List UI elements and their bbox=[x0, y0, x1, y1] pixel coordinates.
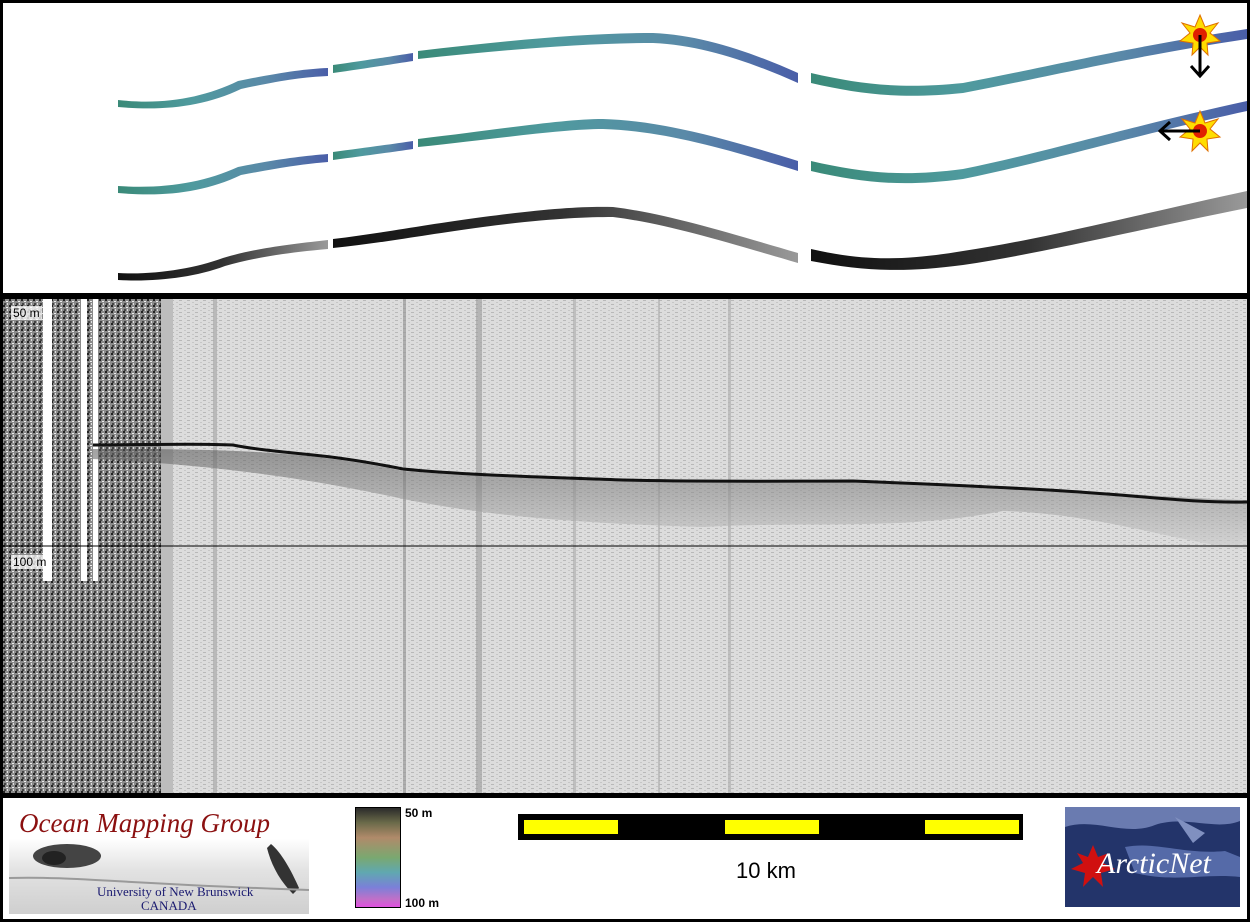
swath-panel bbox=[3, 3, 1247, 293]
arcticnet-logo: ArcticNet bbox=[1065, 807, 1240, 907]
footer: Ocean Mapping Group University of New Br… bbox=[3, 798, 1247, 919]
arcticnet-map bbox=[1065, 807, 1240, 887]
arrow-left-icon bbox=[1157, 120, 1200, 142]
scale-segment bbox=[524, 820, 618, 834]
depth-label-top: 50 m bbox=[11, 306, 42, 320]
swath-svg bbox=[118, 13, 1247, 281]
swath-shaded-relief-2 bbox=[118, 101, 1247, 195]
omg-logo: Ocean Mapping Group University of New Br… bbox=[9, 806, 309, 914]
colorbar-top-label: 50 m bbox=[405, 806, 433, 820]
omg-subtitle-2: CANADA bbox=[141, 898, 197, 913]
scale-segment bbox=[725, 820, 819, 834]
colorbar-bottom-label: 100 m bbox=[405, 896, 440, 910]
arcticnet-text: ArcticNet bbox=[1097, 847, 1211, 880]
arrow-down-icon bbox=[1189, 35, 1211, 79]
profile-svg bbox=[3, 299, 1247, 793]
scale-label: 10 km bbox=[736, 858, 796, 883]
depth-colorbar bbox=[355, 807, 401, 908]
depth-label-bottom: 100 m bbox=[11, 555, 49, 569]
omg-subtitle-1: University of New Brunswick bbox=[97, 884, 254, 899]
subbottom-profile: 50 m 100 m bbox=[3, 299, 1247, 793]
omg-title: Ocean Mapping Group bbox=[19, 808, 270, 838]
swath-shaded-relief-1 bbox=[118, 29, 1247, 109]
scale-bar bbox=[518, 814, 1023, 840]
swath-backscatter bbox=[118, 191, 1247, 281]
scale-segment bbox=[925, 820, 1019, 834]
omg-logo-graphic bbox=[9, 844, 309, 894]
